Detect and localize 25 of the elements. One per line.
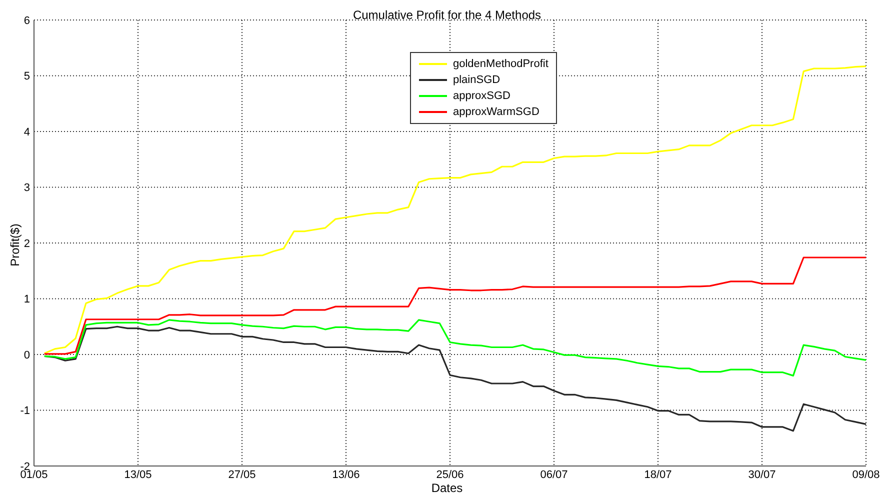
x-tick-label: 13/05 [124,468,152,481]
legend-label: goldenMethodProfit [453,58,548,70]
x-tick-label: 13/06 [332,468,360,481]
y-tick-label: -1 [20,405,30,418]
x-tick-label: 30/07 [748,468,776,481]
y-tick-label: 1 [24,294,30,306]
chart-title: Cumulative Profit for the 4 Methods [352,8,542,22]
y-tick-label: 4 [24,126,30,138]
x-tick-label: 27/05 [228,468,256,481]
x-axis-title: Dates [430,481,464,495]
line-series [44,256,867,355]
line-series [44,319,867,376]
y-axis-title: Profit($) [8,222,22,268]
y-tick-label: 3 [24,182,30,194]
x-tick-label: 18/07 [644,468,672,481]
y-tick-label: 6 [24,14,30,27]
y-tick-label: 2 [24,238,30,250]
legend-label: approxSGD [453,90,510,102]
legend-label: plainSGD [453,74,500,86]
x-tick-label: 25/06 [436,468,464,481]
legend-label: approxWarmSGD [453,106,540,118]
y-tick-label: 0 [24,349,30,362]
x-tick-label: 06/07 [540,468,568,481]
y-tick-label: 5 [24,70,30,83]
x-tick-label: 09/08 [852,468,880,481]
